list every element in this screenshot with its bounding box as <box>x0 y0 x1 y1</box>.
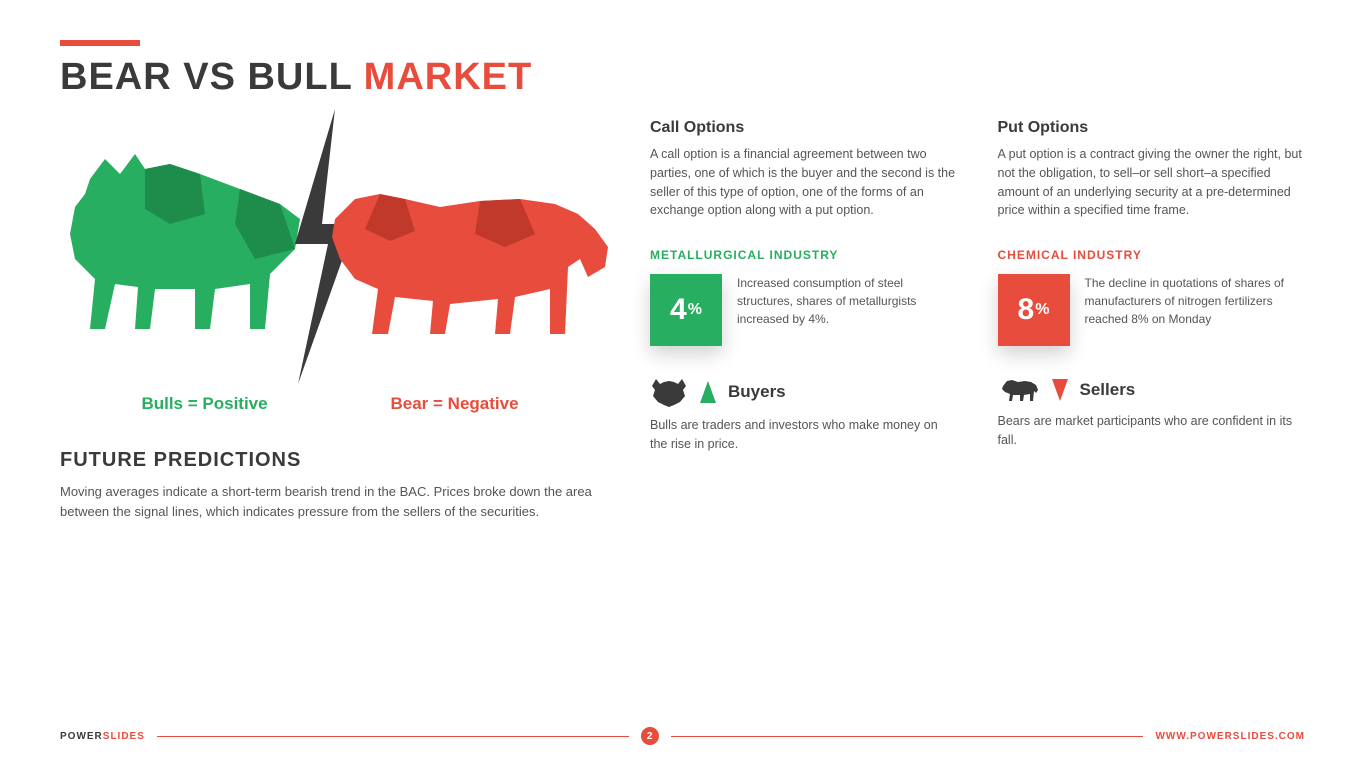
bear-icon <box>310 159 620 369</box>
metal-industry-text: Increased consumption of steel structure… <box>737 274 958 328</box>
metal-pct-value: 4 <box>670 293 687 327</box>
bull-head-icon <box>650 376 688 408</box>
chem-pct-value: 8 <box>1018 293 1035 327</box>
footer-brand-pre: POWER <box>60 731 103 742</box>
buyers-body: Bulls are traders and investors who make… <box>650 416 958 454</box>
future-heading: FUTURE PREDICTIONS <box>60 449 600 472</box>
footer-brand: POWERSLIDES <box>60 731 145 742</box>
slide-footer: POWERSLIDES 2 WWW.POWERSLIDES.COM <box>60 727 1305 745</box>
chem-industry-text: The decline in quotations of shares of m… <box>1085 274 1306 328</box>
chem-industry-heading: CHEMICAL INDUSTRY <box>998 248 1306 262</box>
metal-industry-heading: METALLURGICAL INDUSTRY <box>650 248 958 262</box>
future-body: Moving averages indicate a short-term be… <box>60 482 600 521</box>
footer-brand-post: SLIDES <box>103 731 145 742</box>
title-accent: MARKET <box>364 56 533 98</box>
footer-line-left <box>157 736 629 737</box>
sellers-heading: Sellers <box>1080 380 1136 400</box>
footer-url: WWW.POWERSLIDES.COM <box>1155 731 1305 742</box>
put-options-heading: Put Options <box>998 119 1306 137</box>
bear-silhouette-icon <box>998 376 1040 404</box>
down-arrow-icon <box>1052 379 1068 401</box>
footer-line-right <box>671 736 1143 737</box>
call-options-heading: Call Options <box>650 119 958 137</box>
metal-pct-box: 4% <box>650 274 722 346</box>
sellers-body: Bears are market participants who are co… <box>998 412 1306 450</box>
title-pre: BEAR VS BULL <box>60 56 364 98</box>
buyers-heading: Buyers <box>728 382 786 402</box>
up-arrow-icon <box>700 381 716 403</box>
title-accent-bar <box>60 40 140 46</box>
slide-title: BEAR VS BULL MARKET <box>60 56 1305 99</box>
call-options-body: A call option is a financial agreement b… <box>650 145 958 220</box>
chem-pct-box: 8% <box>998 274 1070 346</box>
metal-pct-sign: % <box>688 301 702 319</box>
put-options-body: A put option is a contract giving the ow… <box>998 145 1306 220</box>
bull-bear-graphic <box>60 119 600 399</box>
chem-pct-sign: % <box>1035 301 1049 319</box>
page-number: 2 <box>641 727 659 745</box>
